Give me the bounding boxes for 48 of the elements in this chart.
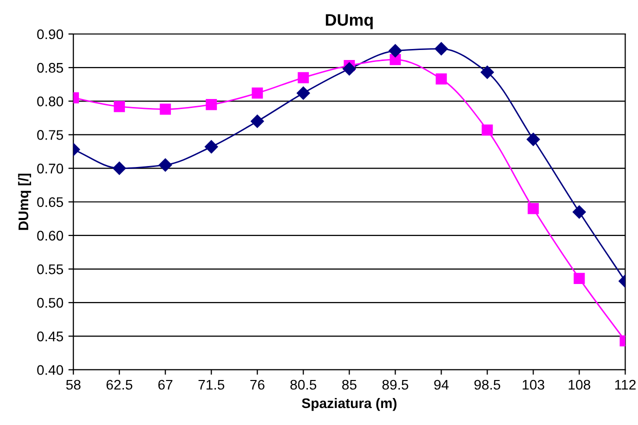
x-tick-label: 108 bbox=[568, 380, 590, 390]
point bbox=[250, 114, 264, 128]
y-axis-title: DUmq [/] bbox=[18, 174, 32, 230]
y-tick-label: 0.50 bbox=[37, 298, 64, 308]
x-tick-label: 89.5 bbox=[382, 380, 408, 390]
x-tick-label: 62.5 bbox=[106, 380, 132, 390]
point bbox=[298, 72, 309, 84]
y-tick-label: 0.85 bbox=[37, 62, 64, 73]
x-tick-label: 71.5 bbox=[198, 380, 224, 390]
y-tick-label: 0.75 bbox=[37, 130, 64, 140]
point bbox=[434, 42, 448, 56]
point bbox=[390, 54, 401, 66]
point bbox=[112, 162, 126, 175]
y-tick-label: 0.70 bbox=[37, 164, 64, 174]
y-tick-label: 0.90 bbox=[37, 29, 64, 40]
y-tick-label: 0.45 bbox=[37, 332, 64, 342]
point bbox=[436, 73, 447, 85]
x-tick-label: 76 bbox=[250, 380, 264, 390]
point bbox=[480, 66, 494, 79]
x-tick-label: 103 bbox=[522, 380, 544, 390]
x-tick-label: 85 bbox=[342, 380, 356, 390]
point bbox=[342, 62, 356, 76]
x-tick-label: 94 bbox=[434, 380, 449, 390]
x-tick-label: 67 bbox=[158, 380, 172, 390]
point bbox=[114, 100, 125, 112]
y-tick-label: 0.55 bbox=[37, 264, 64, 274]
y-tick-label: 0.40 bbox=[37, 365, 64, 375]
point bbox=[160, 104, 171, 115]
point bbox=[296, 86, 310, 100]
y-tick-label: 0.65 bbox=[37, 197, 64, 208]
point bbox=[526, 132, 540, 146]
chart-title: DUmq bbox=[326, 14, 373, 30]
point bbox=[574, 272, 585, 284]
y-tick-label: 0.80 bbox=[37, 96, 64, 106]
point bbox=[388, 44, 402, 58]
x-axis-title: Spaziatura (m) bbox=[302, 398, 396, 411]
point bbox=[252, 88, 263, 99]
point bbox=[158, 158, 172, 172]
point bbox=[572, 205, 586, 219]
point bbox=[204, 140, 218, 154]
point bbox=[206, 98, 217, 110]
y-tick-label: 0.60 bbox=[37, 230, 64, 241]
x-tick-label: 58 bbox=[66, 380, 80, 390]
x-tick-label: 80.5 bbox=[290, 380, 316, 390]
point bbox=[528, 203, 539, 214]
x-tick-label: 112 bbox=[615, 380, 636, 390]
x-tick-label: 98.5 bbox=[474, 380, 500, 390]
point bbox=[482, 124, 493, 136]
